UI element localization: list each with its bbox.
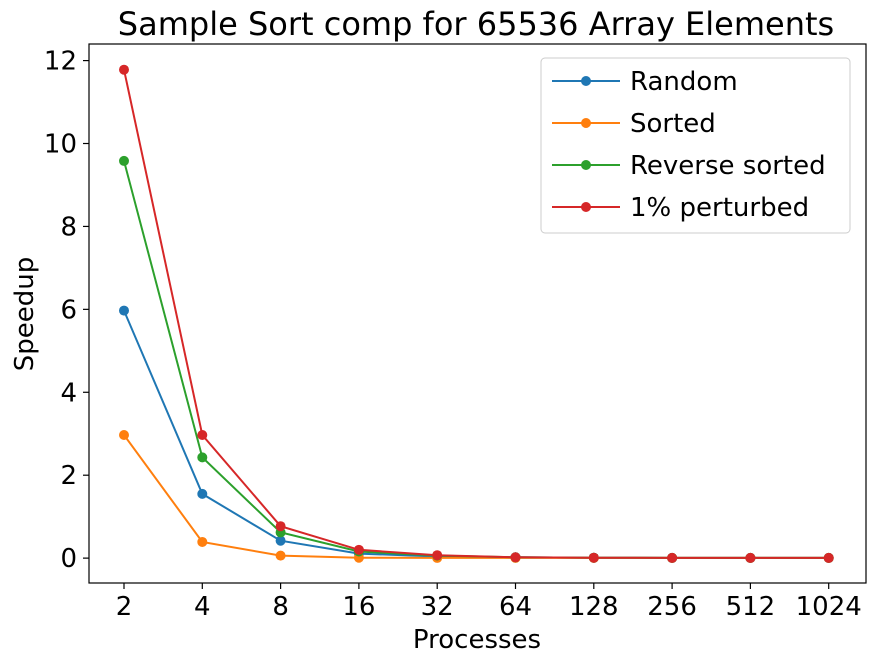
data-point: [823, 552, 834, 563]
data-point: [119, 64, 129, 75]
y-tick-label: 10: [44, 130, 77, 160]
y-tick-label: 8: [60, 212, 77, 242]
x-tick-label: 8: [272, 592, 289, 622]
data-point: [275, 535, 286, 546]
data-point: [197, 429, 208, 440]
x-axis-label: Processes: [413, 625, 541, 655]
legend-label: Random: [630, 67, 738, 97]
legend-swatch-marker: [581, 118, 591, 128]
series-line-0: [123, 310, 829, 559]
data-point: [588, 552, 599, 563]
legend-swatch-marker: [581, 202, 591, 212]
x-tick-label: 64: [499, 592, 532, 622]
data-point: [197, 488, 208, 499]
series-line-1: [123, 434, 829, 559]
data-point: [667, 552, 678, 563]
data-point: [510, 552, 521, 563]
x-tick-label: 128: [569, 592, 619, 622]
y-tick-label: 2: [60, 461, 77, 491]
data-point: [119, 155, 129, 166]
legend-swatch-marker: [581, 76, 591, 86]
x-tick-label: 2: [116, 592, 133, 622]
x-tick-label: 256: [647, 592, 697, 622]
y-tick-label: 6: [60, 295, 77, 325]
data-point: [197, 536, 208, 547]
y-tick-label: 0: [60, 544, 77, 574]
data-point: [119, 305, 129, 316]
data-point: [275, 521, 286, 532]
legend-label: 1% perturbed: [630, 193, 809, 223]
data-point: [275, 550, 286, 561]
x-tick-label: 32: [421, 592, 454, 622]
data-point: [745, 552, 756, 563]
chart-title: Sample Sort comp for 65536 Array Element…: [118, 5, 834, 43]
x-tick-label: 512: [726, 592, 776, 622]
data-point: [119, 429, 129, 440]
y-axis-label: Speedup: [10, 257, 40, 372]
legend-label: Sorted: [630, 109, 716, 139]
legend: Random Sorted Reverse sorted 1% perturbed: [540, 57, 851, 234]
data-point: [197, 452, 208, 463]
legend-box: [540, 57, 851, 234]
y-tick-label: 12: [44, 47, 77, 77]
x-tick-label: 16: [342, 592, 375, 622]
legend-swatch-marker: [581, 160, 591, 170]
data-point: [353, 544, 364, 555]
plot-frame: [88, 43, 867, 584]
x-tick-label: 1024: [796, 592, 862, 622]
x-tick-label: 4: [194, 592, 211, 622]
series-line-3: [123, 69, 829, 559]
data-point: [432, 550, 443, 561]
plot-area: 2 4 8 16 32 64 128 256 512 1024 0 2 4 6 8 10 12: [44, 47, 862, 622]
y-tick-label: 4: [60, 378, 77, 408]
legend-label: Reverse sorted: [630, 151, 826, 181]
